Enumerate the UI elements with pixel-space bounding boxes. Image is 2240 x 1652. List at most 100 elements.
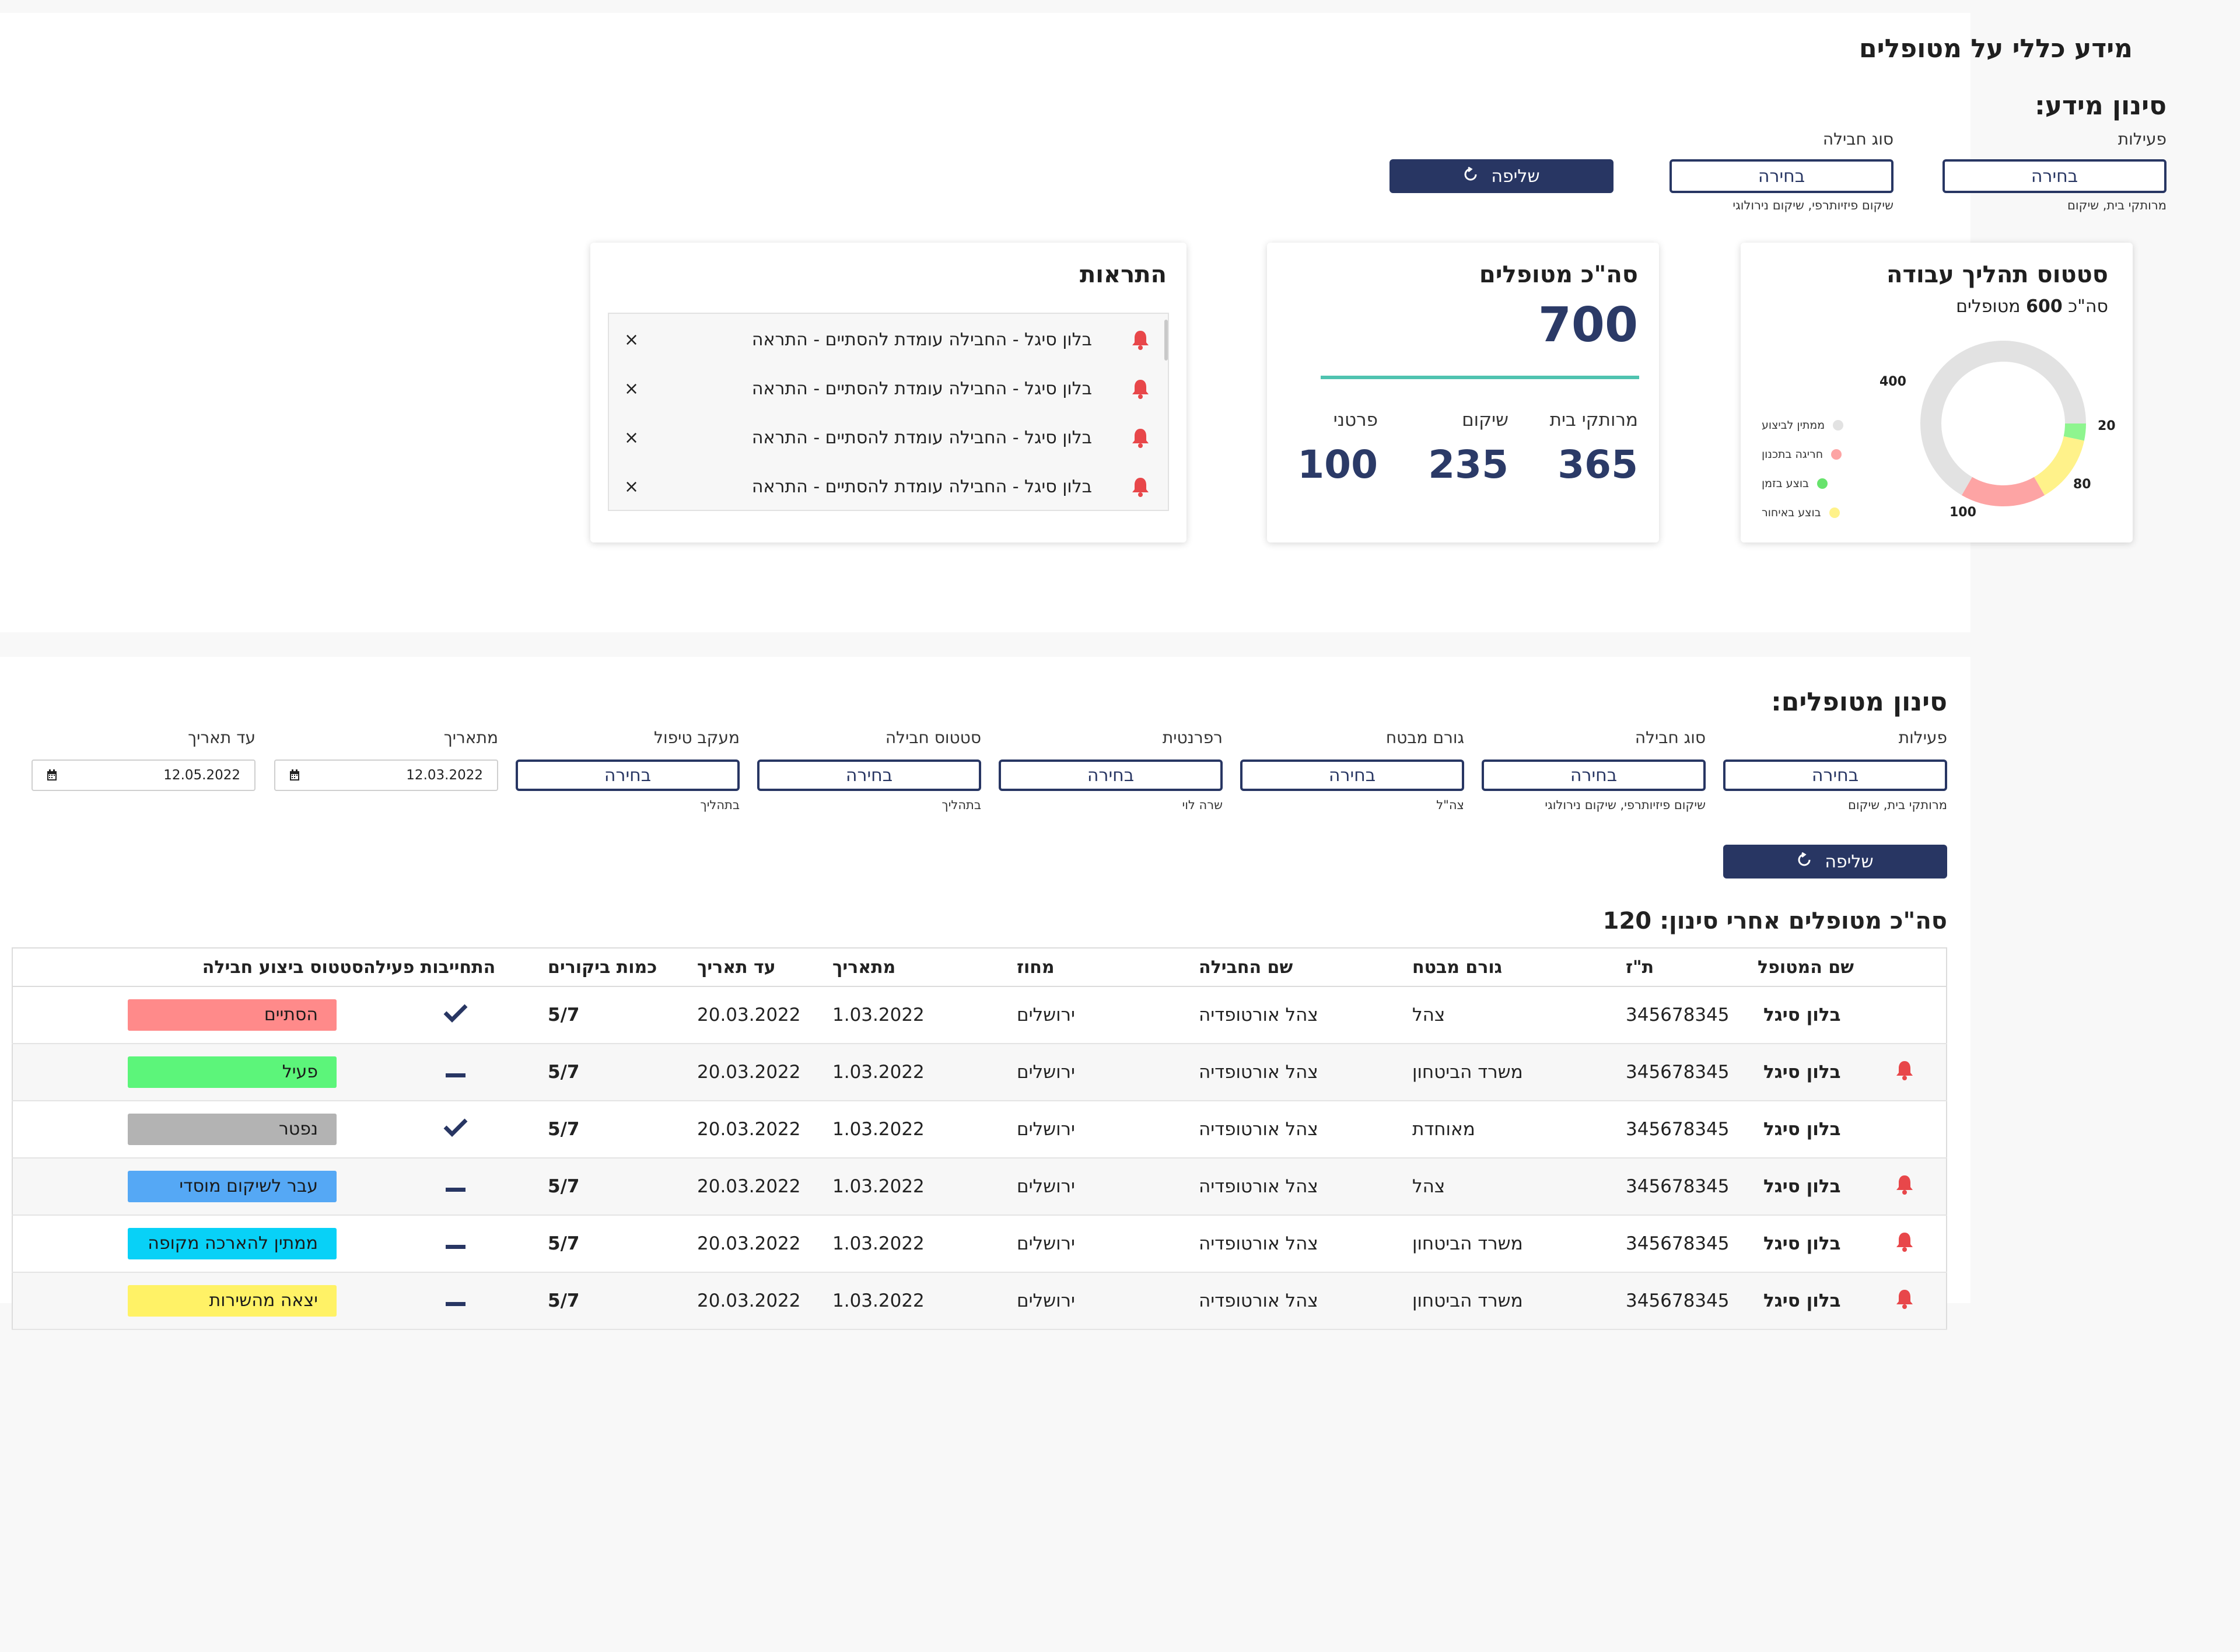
row-alert-cell bbox=[1863, 1158, 1947, 1216]
subtitle-count: 600 bbox=[2026, 296, 2063, 317]
patient-name-cell: בלון סיגל bbox=[1758, 986, 1863, 1044]
alerts-list[interactable]: בלון סיגל - החבילה עומדת להסתיים - התראה… bbox=[608, 313, 1169, 511]
info-filter-activity-value: מרותקי בית, שיקום bbox=[2067, 198, 2166, 212]
patient-name-cell: בלון סיגל bbox=[1758, 1044, 1863, 1101]
patients-filter-package-type-select[interactable]: בחירה bbox=[1482, 760, 1706, 791]
visits-cell: 5/7 bbox=[548, 1158, 697, 1216]
donut-label-bottom: 100 bbox=[1950, 505, 1976, 520]
package-name-cell: צהל אורטופדיה bbox=[1199, 986, 1412, 1044]
alert-text: בלון סיגל - החבילה עומדת להסתיים - התראה bbox=[751, 329, 1092, 350]
legend-dot bbox=[1817, 478, 1828, 489]
alert-column-header bbox=[1863, 948, 1947, 987]
calendar-icon bbox=[47, 769, 57, 781]
donut-slice-on-time bbox=[2063, 423, 2086, 441]
legend-label: בוצע באיחור bbox=[1762, 506, 1821, 519]
patient-name-column-header: שם המטופל bbox=[1758, 948, 1863, 987]
patients-filter-package-type-value: שיקום פיזיותרפי, שיקום נירולוגי bbox=[1545, 798, 1706, 812]
alert-item[interactable]: בלון סיגל - החבילה עומדת להסתיים - התראה… bbox=[609, 364, 1168, 413]
date-to-input[interactable]: 12.05.2022 bbox=[32, 760, 256, 791]
table-row[interactable]: בלון סיגל 345678345 מאוחדת צהל אורטופדיה ירו… bbox=[12, 1101, 1947, 1158]
alert-item[interactable]: בלון סיגל - החבילה עומדת להסתיים - התראה… bbox=[609, 413, 1168, 462]
visits-cell: 5/7 bbox=[548, 1272, 697, 1330]
bell-icon[interactable] bbox=[1895, 1231, 1915, 1256]
donut-slice-late bbox=[2034, 436, 2084, 495]
table-row[interactable]: בלון סיגל 345678345 צהל צהל אורטופדיה ירושלי… bbox=[12, 986, 1947, 1044]
status-badge: עבר לשיקום מוסדי bbox=[128, 1171, 337, 1202]
to-date-cell: 20.03.2022 bbox=[697, 1101, 832, 1158]
bell-icon bbox=[1130, 476, 1150, 497]
commitment-cell bbox=[363, 986, 548, 1044]
total-patients-title: סה"כ מטופלים bbox=[1479, 261, 1638, 288]
to-date-cell: 20.03.2022 bbox=[697, 1158, 832, 1216]
total-item-rehab-label: שיקום bbox=[1462, 410, 1508, 430]
close-icon[interactable]: × bbox=[624, 476, 639, 497]
patients-filter-insurer-select[interactable]: בחירה bbox=[1240, 760, 1464, 791]
commitment-cell bbox=[363, 1158, 548, 1216]
info-filter-activity-select[interactable]: בחירה bbox=[1943, 159, 2166, 193]
close-icon[interactable]: × bbox=[624, 378, 639, 399]
patients-filter-referent-select[interactable]: בחירה bbox=[999, 760, 1223, 791]
status-cell: ממתין להארכה מקופה bbox=[12, 1215, 363, 1273]
id-cell: 345678345 bbox=[1626, 1272, 1758, 1330]
legend-item: ממתין לביצוע bbox=[1762, 419, 1844, 432]
info-fetch-button[interactable]: שליפה bbox=[1390, 159, 1614, 193]
commitment-cell bbox=[363, 1044, 548, 1101]
patients-filter-referent-label: רפרנטית bbox=[1162, 728, 1223, 747]
visits-column-header: כמות ביקורים bbox=[548, 948, 697, 987]
date-to-label: עד תאריך bbox=[188, 728, 256, 747]
patients-filter-referent-value: שרה לוי bbox=[1182, 798, 1223, 812]
alert-text: בלון סיגל - החבילה עומדת להסתיים - התראה bbox=[751, 378, 1092, 399]
patients-filter-treatment-tracking-select[interactable]: בחירה bbox=[516, 760, 740, 791]
dash-icon bbox=[446, 1233, 466, 1254]
table-header-row: שם המטופל ת"ז גורם מבטח שם החבילה מחוז מתאריך… bbox=[12, 948, 1947, 987]
table-row[interactable]: בלון סיגל 345678345 צהל צהל אורטופדיה ירושלי… bbox=[12, 1158, 1947, 1216]
check-icon bbox=[443, 1117, 468, 1142]
refresh-icon bbox=[1463, 166, 1478, 187]
package-name-cell: צהל אורטופדיה bbox=[1199, 1215, 1412, 1273]
visits-cell: 5/7 bbox=[548, 1044, 697, 1101]
insurer-column-header: גורם מבטח bbox=[1412, 948, 1626, 987]
patients-table: שם המטופל ת"ז גורם מבטח שם החבילה מחוז מתאריך… bbox=[12, 947, 1947, 1330]
patients-fetch-button[interactable]: שליפה bbox=[1723, 845, 1947, 878]
from-date-cell: 1.03.2022 bbox=[832, 1044, 1017, 1101]
date-from-value: 12.03.2022 bbox=[406, 768, 483, 783]
insurer-cell: משרד הביטחון bbox=[1412, 1272, 1626, 1330]
bell-icon[interactable] bbox=[1895, 1174, 1915, 1199]
alert-text: בלון סיגל - החבילה עומדת להסתיים - התראה bbox=[751, 427, 1092, 448]
alert-item[interactable]: בלון סיגל - החבילה עומדת להסתיים - התראה… bbox=[609, 315, 1168, 364]
patients-filter-insurer-label: גורם מבטח bbox=[1385, 728, 1464, 747]
legend-dot bbox=[1829, 508, 1840, 518]
bell-icon[interactable] bbox=[1895, 1288, 1915, 1314]
date-from-input[interactable]: 12.03.2022 bbox=[274, 760, 498, 791]
patients-filter-package-status-value: בתהליך bbox=[942, 798, 981, 812]
close-icon[interactable]: × bbox=[624, 427, 639, 448]
district-cell: ירושלים bbox=[1017, 1158, 1199, 1216]
visits-cell: 5/7 bbox=[548, 1101, 697, 1158]
table-row[interactable]: בלון סיגל 345678345 משרד הביטחון צהל אורטופ… bbox=[12, 1272, 1947, 1330]
total-item-private-label: פרטני bbox=[1333, 410, 1378, 430]
legend-item: חריגה בתכנון bbox=[1762, 448, 1842, 461]
district-cell: ירושלים bbox=[1017, 986, 1199, 1044]
alert-item[interactable]: בלון סיגל - החבילה עומדת להסתיים - התראה… bbox=[609, 462, 1168, 511]
visits-cell: 5/7 bbox=[548, 1215, 697, 1273]
from-date-cell: 1.03.2022 bbox=[832, 1158, 1017, 1216]
alerts-scrollbar-thumb[interactable] bbox=[1164, 320, 1168, 360]
id-cell: 345678345 bbox=[1626, 986, 1758, 1044]
insurer-cell: משרד הביטחון bbox=[1412, 1044, 1626, 1101]
work-status-donut-chart bbox=[1920, 341, 2086, 506]
row-alert-cell bbox=[1863, 986, 1947, 1044]
package-name-cell: צהל אורטופדיה bbox=[1199, 1272, 1412, 1330]
from-date-cell: 1.03.2022 bbox=[832, 1215, 1017, 1273]
row-alert-cell bbox=[1863, 1272, 1947, 1330]
id-cell: 345678345 bbox=[1626, 1101, 1758, 1158]
table-row[interactable]: בלון סיגל 345678345 משרד הביטחון צהל אורטופ… bbox=[12, 1215, 1947, 1273]
table-row[interactable]: בלון סיגל 345678345 משרד הביטחון צהל אורטופ… bbox=[12, 1044, 1947, 1101]
info-filter-package-select[interactable]: בחירה bbox=[1670, 159, 1894, 193]
calendar-icon bbox=[289, 769, 300, 781]
patients-filter-activity-select[interactable]: בחירה bbox=[1723, 760, 1947, 791]
visits-cell: 5/7 bbox=[548, 986, 697, 1044]
bell-icon[interactable] bbox=[1895, 1059, 1915, 1085]
legend-label: בוצע בזמן bbox=[1762, 477, 1810, 490]
patients-filter-package-status-select[interactable]: בחירה bbox=[757, 760, 981, 791]
close-icon[interactable]: × bbox=[624, 329, 639, 350]
